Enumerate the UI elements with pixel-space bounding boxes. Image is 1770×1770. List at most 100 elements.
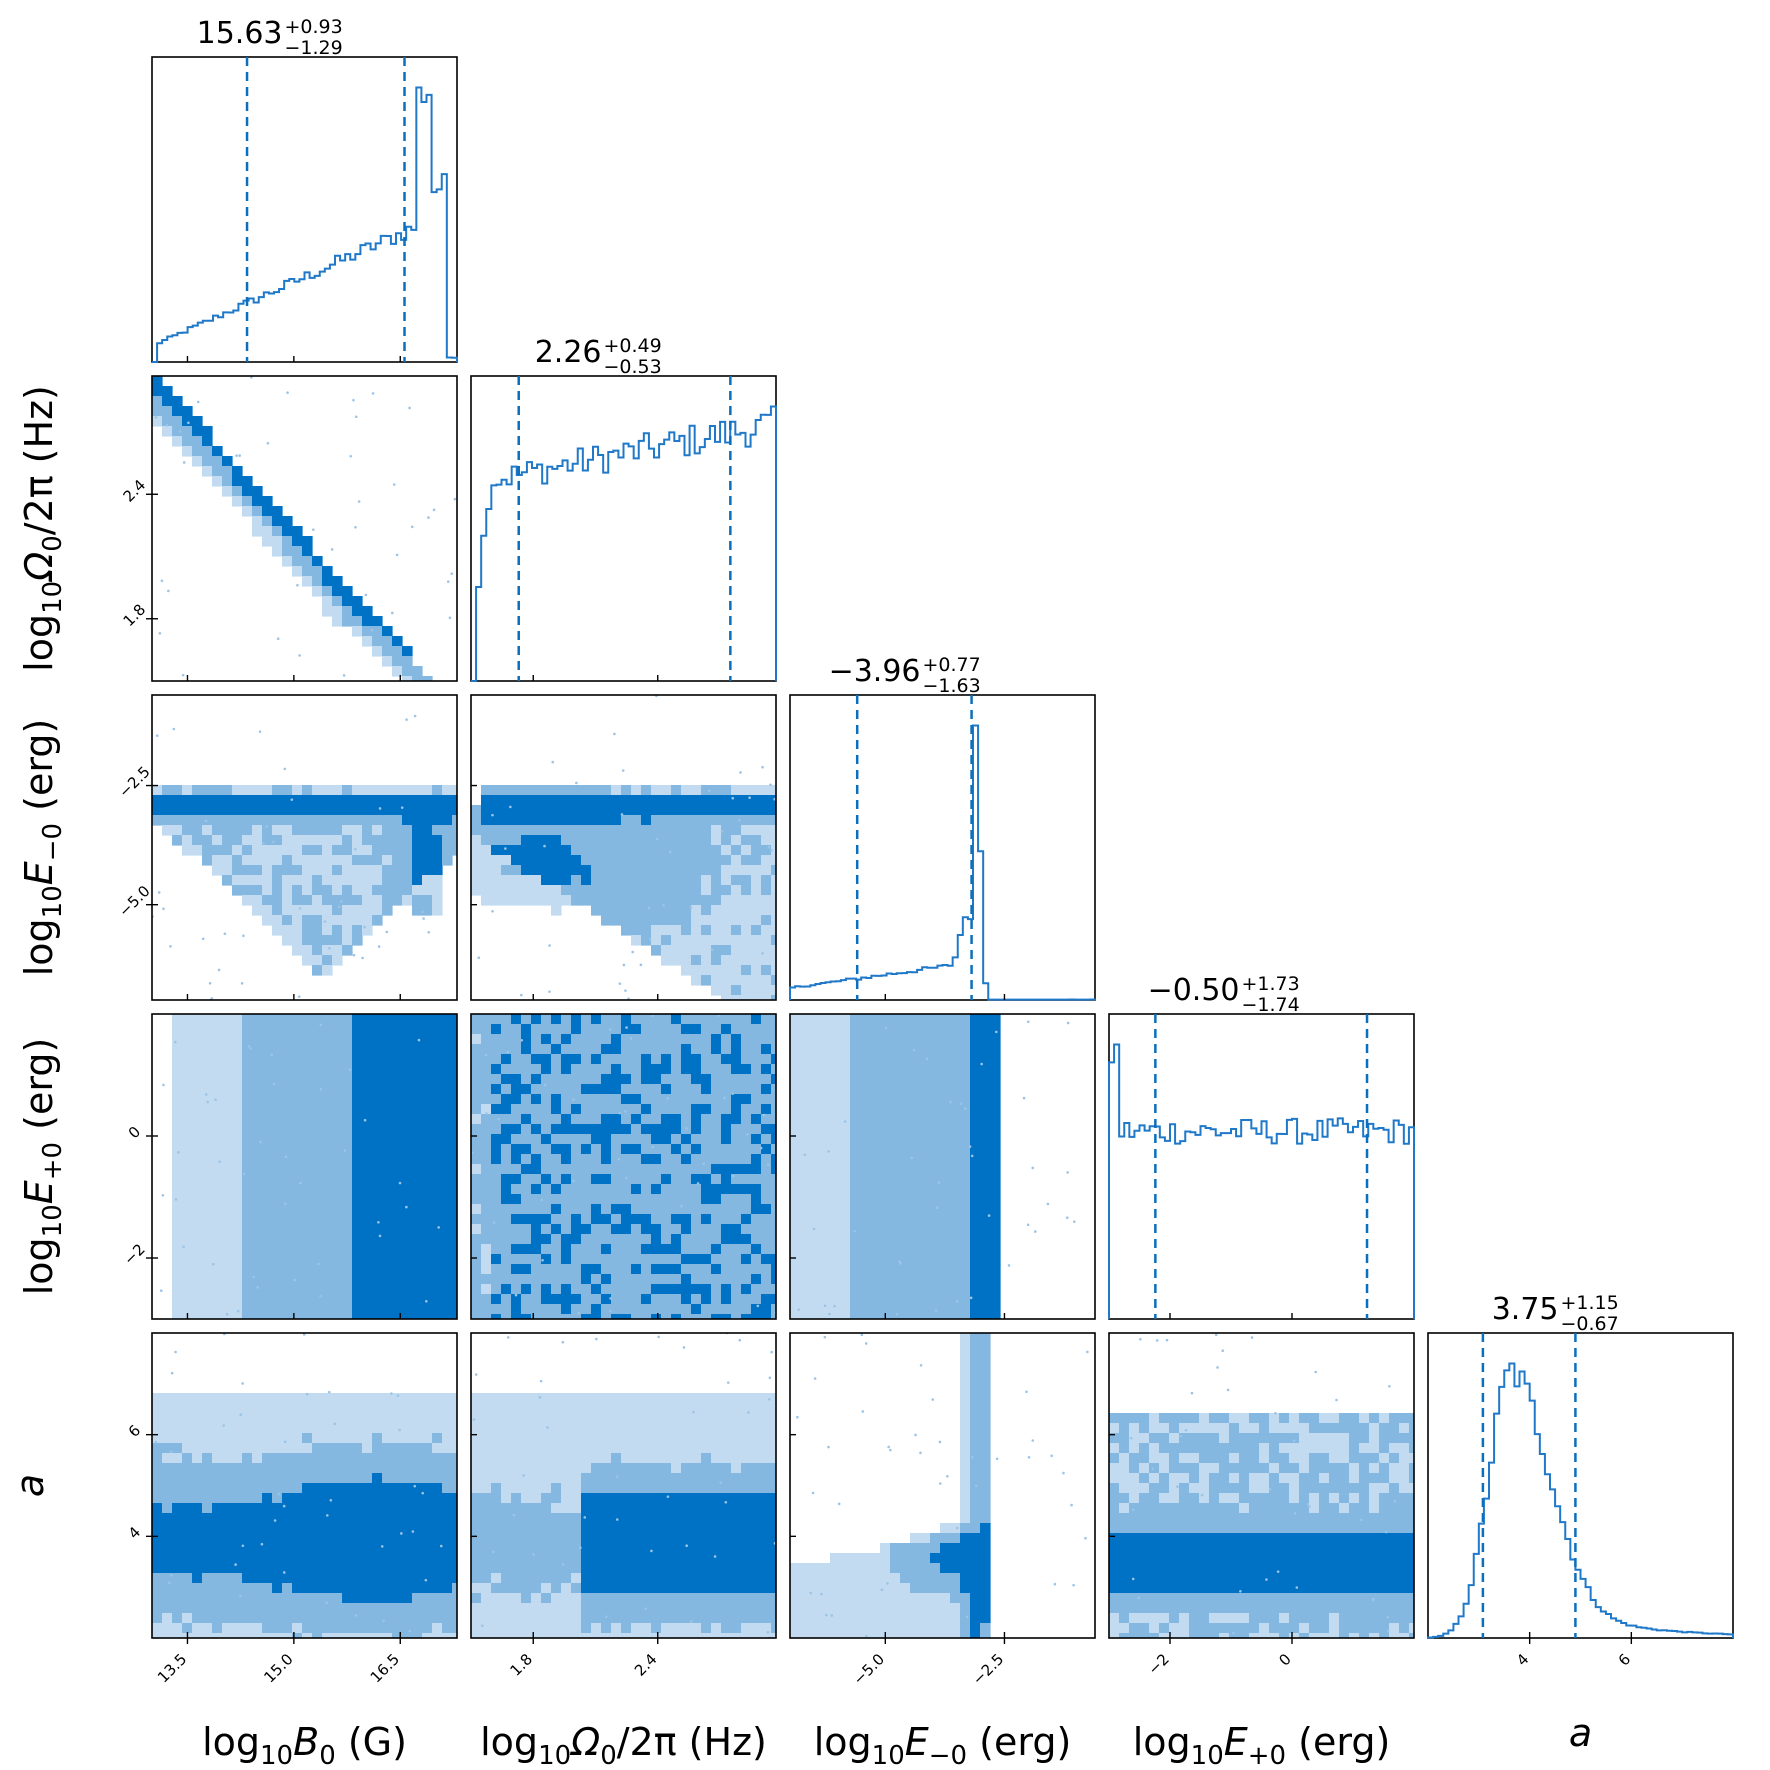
axis-label-part: /2π (Hz): [17, 385, 61, 535]
scatter-point: [1360, 1518, 1363, 1522]
scatter-point: [938, 1440, 942, 1444]
scatter-point: [837, 1502, 841, 1506]
scatter-point: [286, 391, 289, 394]
scatter-point: [422, 917, 425, 920]
scatter-point: [247, 1044, 251, 1048]
scatter-point: [206, 1100, 210, 1104]
x-tick-label: −2: [1144, 1650, 1172, 1678]
y-tick-label: 1.8: [120, 600, 150, 630]
scatter-point: [293, 1278, 297, 1282]
scatter-point: [965, 1615, 969, 1619]
scatter-point: [532, 1553, 535, 1556]
scatter-point: [719, 1481, 722, 1484]
scatter-point: [377, 1220, 380, 1224]
scatter-point: [1072, 1220, 1076, 1223]
panel-logOmega0-vs-logEminus0: [470, 694, 777, 1001]
axis-label-part: Ω: [17, 552, 61, 583]
scatter-point: [548, 944, 551, 947]
scatter-point: [1226, 1388, 1230, 1392]
scatter-point: [158, 631, 162, 635]
scatter-point: [732, 1174, 735, 1178]
scatter-point: [1137, 1596, 1141, 1600]
scatter-point: [830, 1614, 834, 1617]
panel-frame: [470, 1332, 777, 1639]
axis-label-part: 10: [260, 1741, 293, 1770]
scatter-point: [1129, 1436, 1133, 1440]
scatter-point: [208, 981, 212, 985]
scatter-point: [968, 1145, 972, 1148]
scatter-point: [720, 829, 724, 833]
scatter-point: [1314, 1370, 1318, 1374]
scatter-point: [748, 796, 751, 800]
scatter-point: [218, 1160, 222, 1164]
axis-label-part: 0: [600, 1741, 617, 1770]
scatter-point: [1066, 1171, 1069, 1174]
scatter-point: [1165, 1338, 1169, 1342]
scatter-point: [421, 910, 424, 914]
scatter-point: [959, 1102, 963, 1106]
scatter-point: [425, 1299, 428, 1303]
scatter-point: [170, 1371, 174, 1375]
panel-logB0-vs-logOmega0: [151, 375, 458, 682]
scatter-point: [400, 1532, 403, 1535]
title-plus-a: +1.15: [1561, 1292, 1619, 1314]
scatter-point: [354, 415, 358, 419]
histogram-panel-logB0: 15.63 +0.93−1.29: [151, 16, 458, 363]
scatter-point: [689, 906, 693, 909]
scatter-point: [666, 1495, 670, 1498]
axis-label-part: log: [1133, 1720, 1191, 1764]
scatter-point: [910, 1156, 914, 1160]
scatter-point: [410, 525, 414, 529]
scatter-point: [296, 583, 299, 587]
density-fill: [152, 714, 457, 1000]
scatter-point: [651, 1145, 655, 1149]
scatter-point: [823, 1335, 827, 1339]
scatter-point: [761, 765, 764, 769]
axis-label-part: 0: [38, 535, 68, 552]
scatter-point: [1214, 1333, 1218, 1337]
axis-label-part: a: [1569, 1711, 1592, 1755]
scatter-point: [305, 1392, 309, 1396]
scatter-point: [1155, 1339, 1159, 1342]
y-tick-label: 6: [125, 1421, 144, 1440]
scatter-point: [408, 1629, 412, 1633]
x-tick-label: 15.0: [260, 1650, 296, 1686]
density-fill: [471, 1014, 776, 1319]
title-minus-logOmega0: −0.53: [604, 356, 662, 378]
scatter-point: [1070, 1503, 1073, 1507]
scatter-point: [811, 1491, 815, 1495]
scatter-point: [538, 1396, 542, 1399]
scatter-point: [1007, 1264, 1011, 1267]
scatter-point: [543, 844, 546, 848]
scatter-point: [539, 1379, 543, 1383]
scatter-point: [370, 628, 374, 632]
scatter-point: [259, 1140, 262, 1144]
axis-label-part: log: [17, 918, 61, 976]
scatter-point: [995, 1457, 999, 1461]
scatter-point: [766, 1163, 770, 1166]
density-fill: [790, 1014, 1076, 1319]
scatter-point: [615, 1518, 619, 1521]
scatter-point: [330, 548, 334, 551]
panel-frame: [151, 56, 458, 363]
panel-logB0-vs-logEminus0: [151, 694, 458, 1001]
axis-label-part: 10: [1191, 1741, 1224, 1770]
scatter-point: [317, 1262, 320, 1266]
scatter-point: [522, 1474, 525, 1477]
scatter-point: [768, 1376, 772, 1380]
scatter-point: [1239, 1589, 1242, 1593]
scatter-point: [520, 1038, 524, 1042]
scatter-point: [323, 920, 327, 923]
scatter-point: [543, 1083, 547, 1087]
scatter-point: [726, 1381, 730, 1384]
scatter-point: [1293, 1512, 1297, 1515]
scatter-point: [889, 1448, 892, 1452]
scatter-point: [211, 1262, 215, 1266]
scatter-point: [1031, 1439, 1035, 1442]
scatter-point: [361, 956, 364, 960]
scatter-point: [692, 1410, 695, 1414]
scatter-point: [624, 1176, 628, 1180]
axis-label-part: E: [1224, 1720, 1248, 1764]
scatter-point: [987, 1214, 991, 1217]
scatter-point: [731, 1092, 734, 1095]
